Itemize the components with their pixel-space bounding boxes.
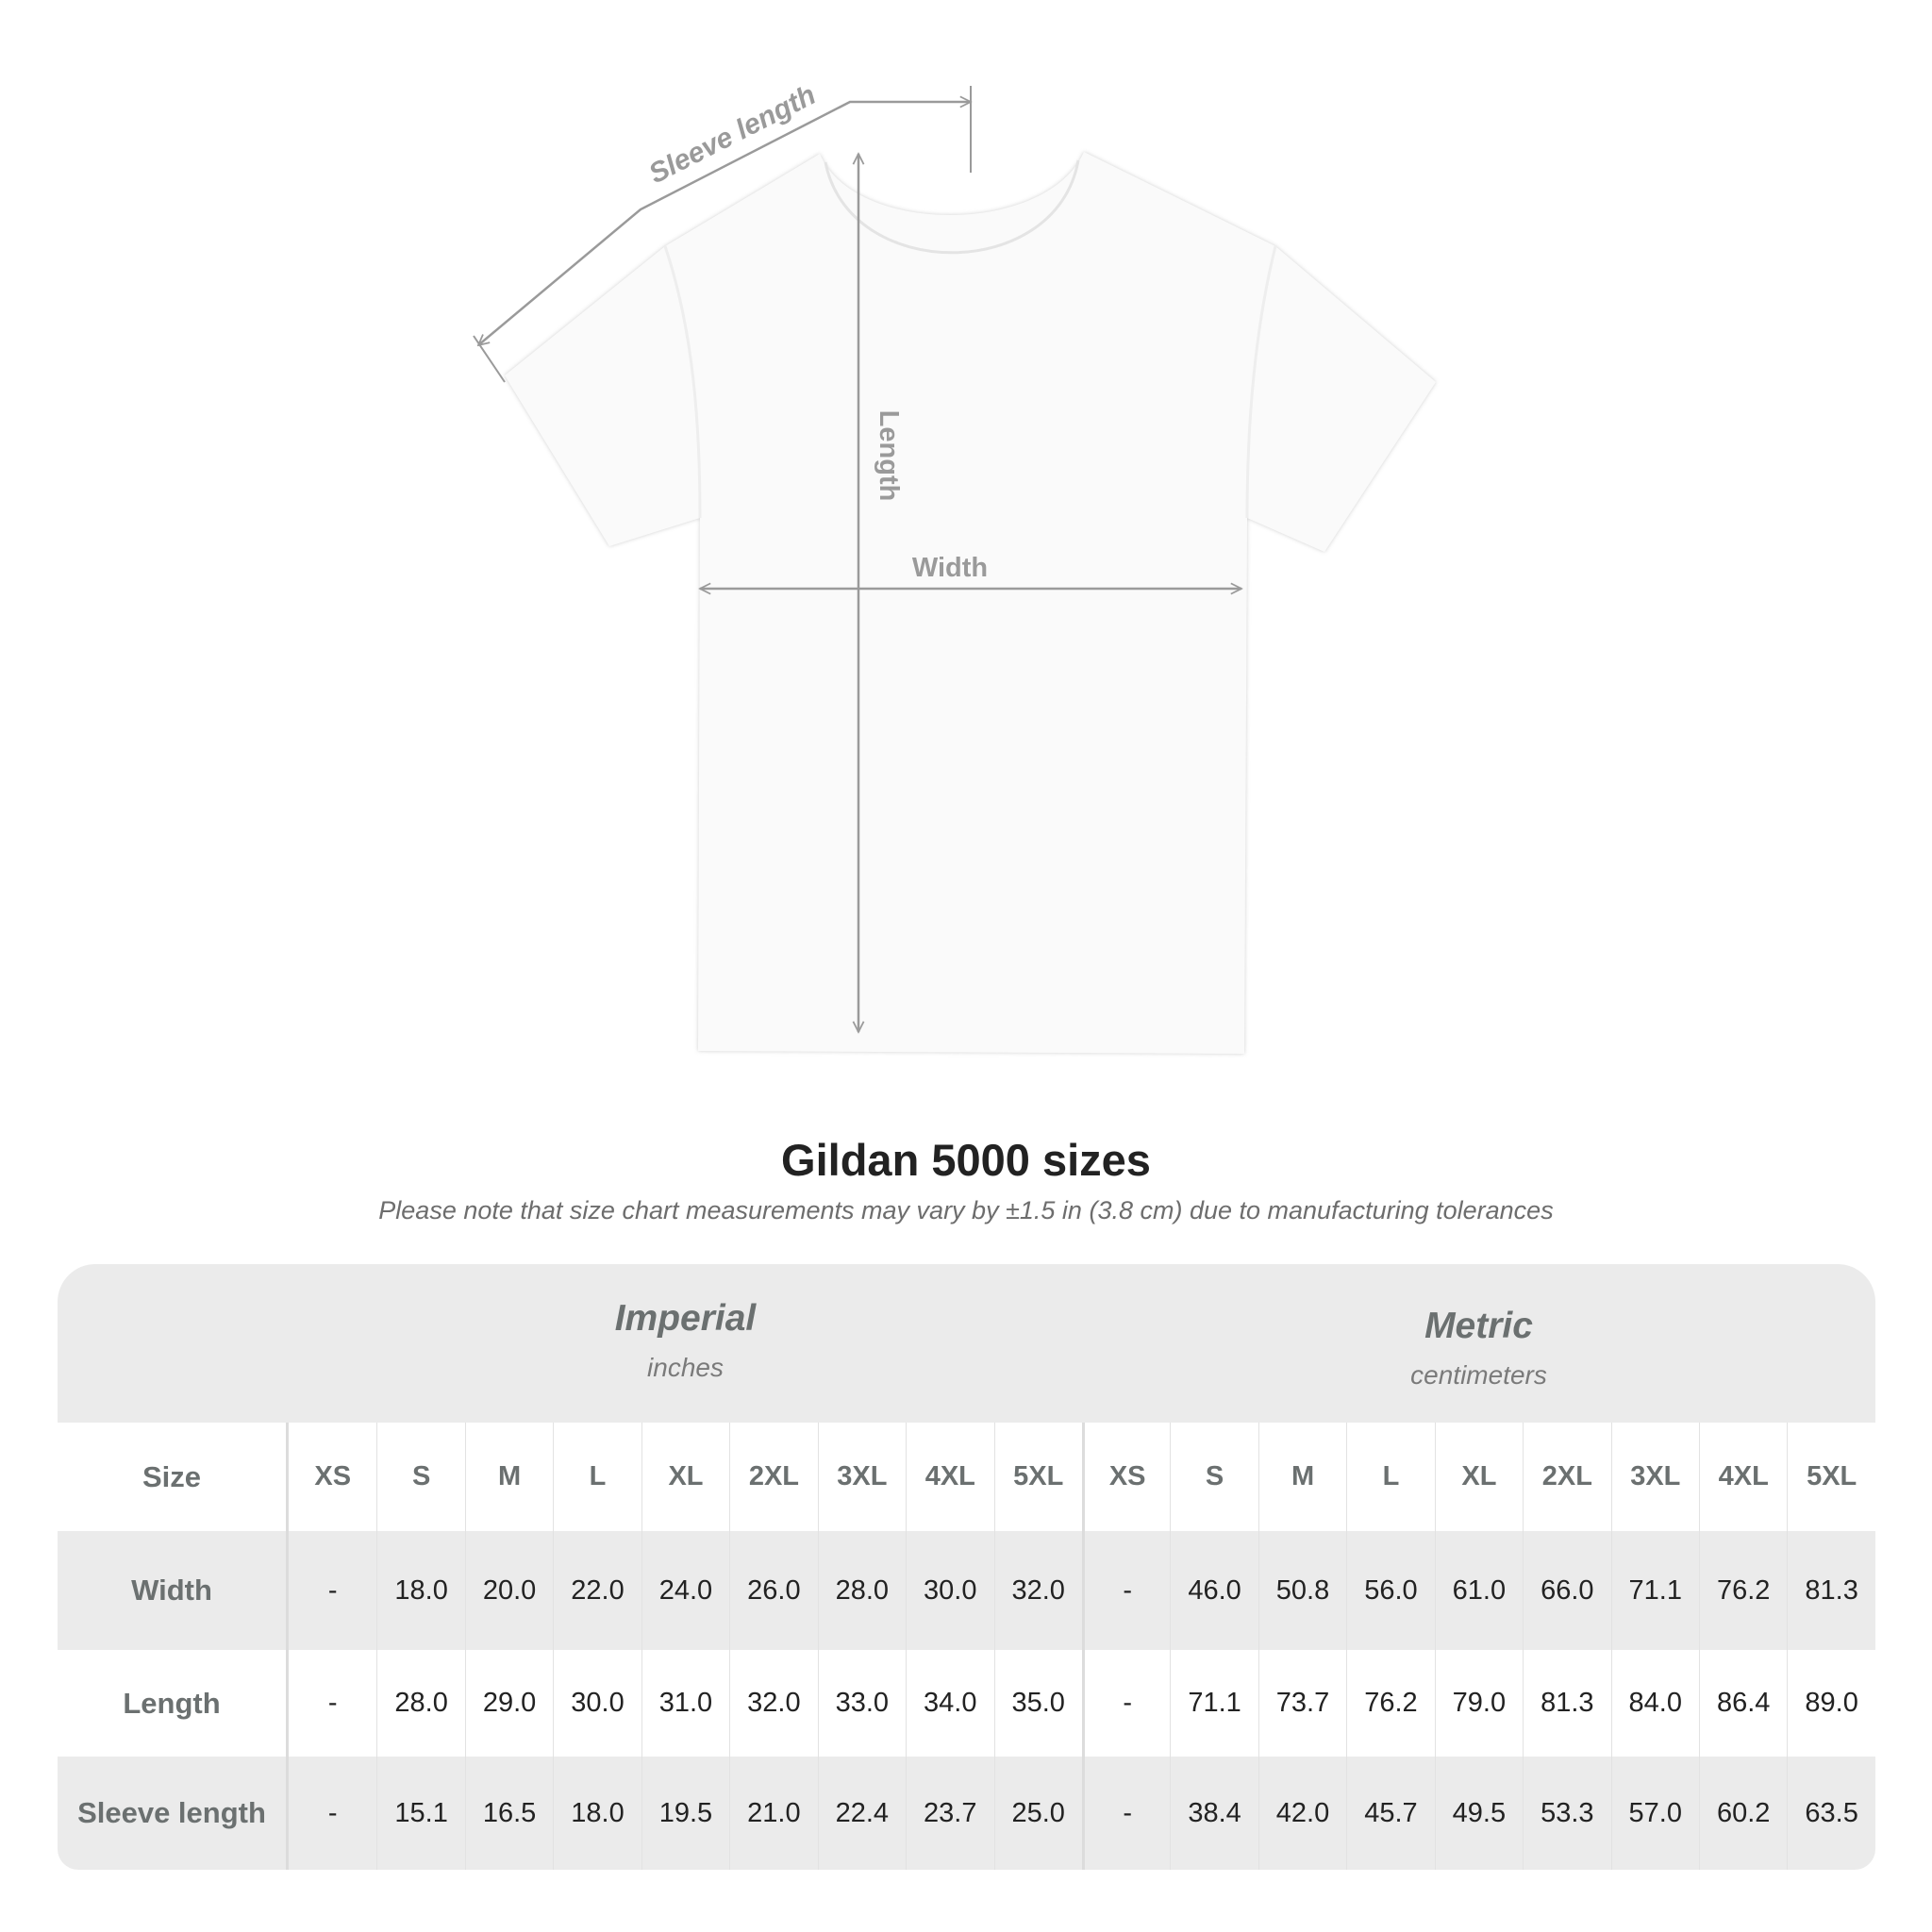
imperial-value-cell: 24.0 [641, 1531, 729, 1650]
table-row: Width -18.0 20.0 22.0 24.0 26.0 28.0 30.0 32.0-4… [58, 1531, 1875, 1650]
metric-value-cell: 76.2 [1346, 1650, 1434, 1757]
imperial-value-cell: 28.0 [376, 1650, 464, 1757]
imperial-value-cell: 33.0 [817, 1650, 906, 1757]
imperial-value-cell: 16.5 [464, 1757, 553, 1870]
metric-value-cell: 38.4 [1170, 1757, 1257, 1870]
imperial-size-header: XS [314, 1461, 352, 1491]
metric-value-cell: 71.1 [1170, 1650, 1257, 1757]
tolerance-note: Please note that size chart measurements… [378, 1196, 1554, 1224]
imperial-value-cell: 32.0 [729, 1650, 817, 1757]
metric-value-cell: 53.3 [1523, 1757, 1610, 1870]
imperial-value-cell: 28.0 [817, 1531, 906, 1650]
metric-value-cell: 66.0 [1523, 1531, 1610, 1650]
row-label: Sleeve length [58, 1757, 289, 1870]
metric-value-cell: 46.0 [1170, 1531, 1257, 1650]
metric-group: Metric centimeters [1082, 1306, 1875, 1391]
metric-value-cell: 45.7 [1346, 1757, 1434, 1870]
imperial-value-cell: 25.0 [993, 1757, 1082, 1870]
imperial-value-cell: - [327, 1688, 338, 1718]
metric-value-cell: 71.1 [1610, 1531, 1699, 1650]
imperial-size-header: 5XL [993, 1423, 1082, 1531]
metric-size-header: M [1257, 1423, 1346, 1531]
metric-value-cell: - [1081, 1650, 1170, 1757]
metric-size-header: 5XL [1787, 1423, 1874, 1531]
metric-value-cell: 81.3 [1523, 1650, 1610, 1757]
sleeve-length-tick-start [473, 335, 506, 383]
imperial-value-cell: 30.0 [906, 1531, 993, 1650]
metric-unit: centimeters [1410, 1360, 1547, 1390]
sleeve-length-measure-line [478, 102, 971, 345]
imperial-size-header: S [376, 1423, 464, 1531]
metric-size-header: 4XL [1699, 1423, 1787, 1531]
imperial-value-cell: 15.1 [376, 1757, 464, 1870]
sleeve-seam-right [1245, 245, 1277, 519]
metric-value-cell: 56.0 [1346, 1531, 1434, 1650]
length-label: Length [874, 410, 904, 502]
imperial-value-cell: 26.0 [729, 1531, 817, 1650]
imperial-value-cell: 35.0 [993, 1650, 1082, 1757]
metric-value-cell: 61.0 [1434, 1531, 1523, 1650]
metric-size-header: S [1170, 1423, 1257, 1531]
imperial-value-cell: 23.7 [906, 1757, 993, 1870]
metric-size-header: L [1346, 1423, 1434, 1531]
metric-value-cell: 60.2 [1699, 1757, 1787, 1870]
metric-size-header: 2XL [1523, 1423, 1610, 1531]
imperial-value-cell: 19.5 [641, 1757, 729, 1870]
unit-group-header [58, 1264, 1875, 1423]
imperial-size-header: 3XL [817, 1423, 906, 1531]
imperial-value-cell: 32.0 [993, 1531, 1082, 1650]
imperial-value-cell: 31.0 [641, 1650, 729, 1757]
table-row: Sleeve length - 15.1 16.5 18.0 19.5 21.0 22.4 23… [58, 1757, 1875, 1870]
imperial-group: Imperial inches [289, 1298, 1082, 1383]
metric-title: Metric [1424, 1306, 1533, 1346]
metric-value-cell: 81.3 [1787, 1531, 1874, 1650]
imperial-value-cell: - [327, 1797, 338, 1828]
metric-value-cell: 86.4 [1699, 1650, 1787, 1757]
row-label: Width [58, 1531, 289, 1650]
imperial-size-header: XL [641, 1423, 729, 1531]
metric-value-cell: 49.5 [1434, 1757, 1523, 1870]
imperial-value-cell: 18.0 [376, 1531, 464, 1650]
imperial-value-cell: 34.0 [906, 1650, 993, 1757]
table-row: Length -28.0 29.0 30.0 31.0 32.0 33.0 34.0 35.0-… [58, 1650, 1875, 1757]
imperial-value-cell: 20.0 [464, 1531, 553, 1650]
imperial-size-header: L [553, 1423, 641, 1531]
metric-value-cell: 79.0 [1434, 1650, 1523, 1757]
size-label: Size [58, 1423, 289, 1531]
metric-value-cell: - [1081, 1757, 1170, 1870]
imperial-value-cell: 22.0 [553, 1531, 641, 1650]
width-label: Width [912, 553, 988, 583]
imperial-size-header: M [464, 1423, 553, 1531]
metric-value-cell: 76.2 [1699, 1531, 1787, 1650]
imperial-value-cell: 22.4 [817, 1757, 906, 1870]
metric-size-header: XS [1081, 1423, 1170, 1531]
metric-value-cell: 89.0 [1787, 1650, 1874, 1757]
size-header-row: Size XS S M L XL 2XL 3XL 4XL 5XL XS S M L XL 2XL 3XL 4XL 5… [58, 1423, 1875, 1531]
metric-value-cell: 50.8 [1257, 1531, 1346, 1650]
metric-value-cell: - [1081, 1531, 1170, 1650]
size-table: Imperial inches Metric centimeters Size X… [58, 1264, 1875, 1870]
imperial-value-cell: 18.0 [553, 1757, 641, 1870]
imperial-value-cell: 30.0 [553, 1650, 641, 1757]
imperial-size-header: 4XL [906, 1423, 993, 1531]
metric-value-cell: 63.5 [1787, 1757, 1874, 1870]
imperial-title: Imperial [614, 1298, 757, 1339]
metric-value-cell: 84.0 [1610, 1650, 1699, 1757]
imperial-unit: inches [647, 1353, 724, 1382]
tshirt-diagram: Sleeve length Length Width [473, 79, 1436, 1054]
imperial-value-cell: - [327, 1574, 338, 1606]
imperial-value-cell: 29.0 [464, 1650, 553, 1757]
metric-size-header: 3XL [1610, 1423, 1699, 1531]
row-label: Length [58, 1650, 289, 1757]
imperial-value-cell: 21.0 [729, 1757, 817, 1870]
tshirt-body [505, 152, 1436, 1054]
page-title: Gildan 5000 sizes [781, 1135, 1151, 1185]
metric-value-cell: 73.7 [1257, 1650, 1346, 1757]
metric-value-cell: 57.0 [1610, 1757, 1699, 1870]
metric-value-cell: 42.0 [1257, 1757, 1346, 1870]
imperial-size-header: 2XL [729, 1423, 817, 1531]
metric-size-header: XL [1434, 1423, 1523, 1531]
